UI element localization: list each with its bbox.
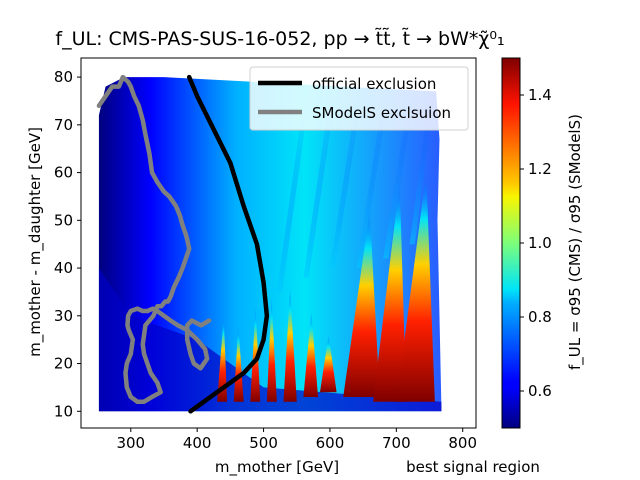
heatmap-lowband	[98, 268, 442, 412]
heatmap-streak	[276, 100, 309, 292]
colorbar-tick-label: 1.2	[528, 160, 552, 178]
legend-box	[249, 66, 469, 131]
chart-title: f_UL: CMS-PAS-SUS-16-052, pp → t̃t̃, t̃ …	[55, 28, 504, 50]
x-tick-label: 800	[448, 434, 477, 452]
smodels-exclsuion-curve	[96, 74, 212, 404]
heatmap-spike	[266, 296, 277, 402]
y-tick-label: 40	[54, 259, 73, 277]
legend-label-official: official exclusion	[312, 75, 436, 93]
heatmap-spike	[343, 210, 380, 397]
y-tick-label: 70	[54, 116, 73, 134]
heatmap-streak	[356, 96, 389, 269]
y-tick-label: 60	[54, 164, 73, 182]
legend-label-smodels: SModelS exclsuion	[312, 104, 451, 122]
heatmap-spike	[217, 315, 228, 402]
y-axis: 10 20 30 40 50 60 70 80	[54, 68, 81, 420]
legend: official exclusion SModelS exclsuion	[249, 66, 469, 131]
y-tick-label: 10	[54, 402, 73, 420]
colorbar-label: f_UL = σ95 (CMS) / σ95 (SModelS)	[566, 114, 585, 370]
y-tick-label: 20	[54, 355, 73, 373]
colorbar-tick-label: 0.8	[528, 308, 552, 326]
x-tick-label: 600	[316, 434, 345, 452]
colorbar-axis: 0.6 0.8 1.0 1.2 1.4	[520, 86, 552, 400]
colorbar-tick-label: 0.6	[528, 382, 552, 400]
y-tick-label: 50	[54, 211, 73, 229]
official-exclusion-curve	[186, 74, 270, 414]
heatmap-spike	[283, 287, 297, 402]
colorbar	[501, 57, 521, 429]
exclusion-curves	[96, 74, 270, 414]
heatmap-spike	[233, 325, 244, 402]
x-tick-label: 500	[249, 434, 278, 452]
heatmap-spike	[250, 306, 261, 402]
heatmap-streak	[303, 96, 336, 278]
best-signal-region-note: best signal region	[406, 458, 540, 476]
y-axis-label: m_mother - m_daughter [GeV]	[26, 127, 45, 357]
y-tick-label: 80	[54, 68, 73, 86]
x-axis-label: m_mother [GeV]	[215, 458, 339, 477]
heatmap-spike	[303, 311, 318, 397]
heatmap-streak	[329, 96, 362, 269]
colorbar-tick-label: 1.4	[528, 86, 552, 104]
y-tick-label: 30	[54, 307, 73, 325]
heatmap-spike	[373, 182, 407, 402]
heatmap-spike	[319, 334, 337, 393]
heatmap-streak	[383, 91, 415, 259]
colorbar-tick-label: 1.0	[528, 234, 552, 252]
x-tick-label: 400	[183, 434, 212, 452]
x-axis: 300 400 500 600 700 800	[116, 428, 477, 452]
x-tick-label: 300	[116, 434, 145, 452]
plot-frame	[80, 57, 477, 429]
x-tick-label: 700	[382, 434, 411, 452]
heatmap-spike	[396, 172, 435, 402]
